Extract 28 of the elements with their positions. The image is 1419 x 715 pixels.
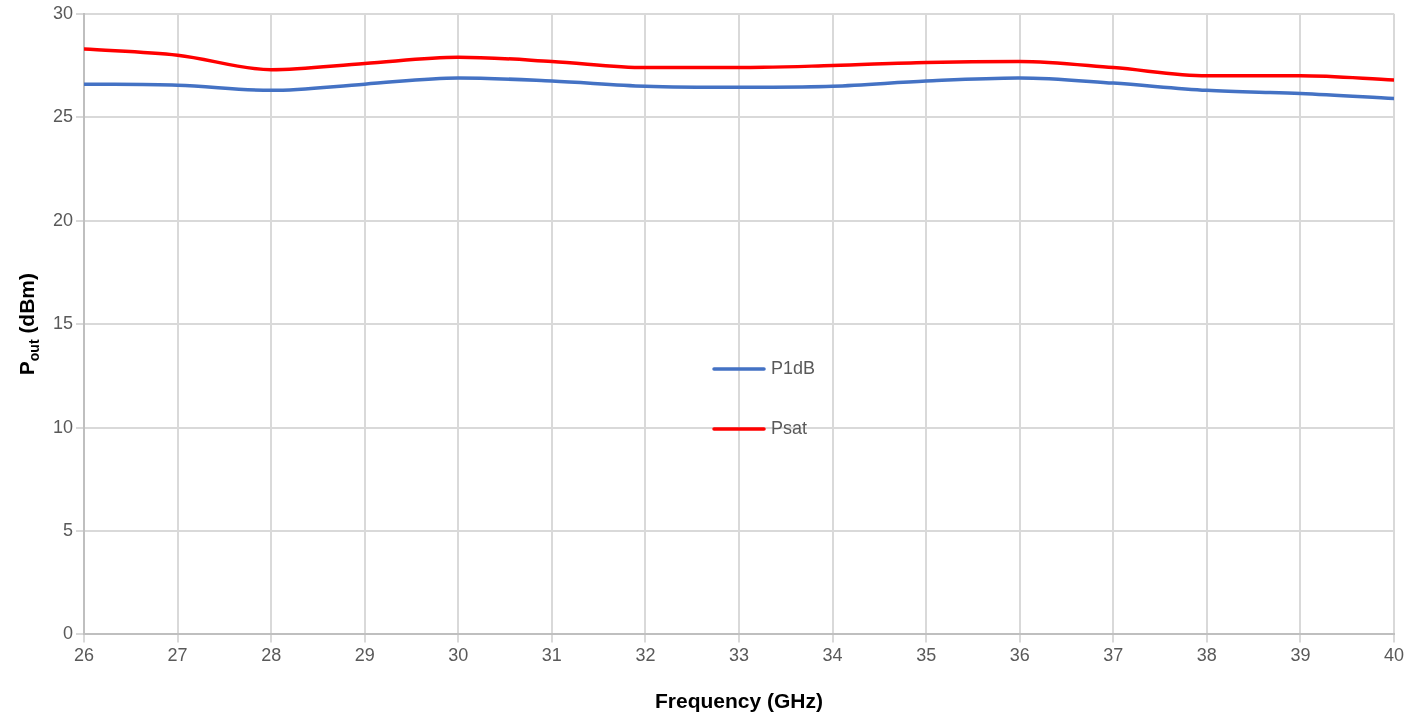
y-tick-label: 10 xyxy=(52,416,74,437)
x-axis-title: Frequency (GHz) xyxy=(655,689,824,712)
y-tick-label: 0 xyxy=(63,623,74,644)
line-series xyxy=(84,47,1394,82)
x-tick-label: 37 xyxy=(1103,645,1124,666)
x-tick-label: 27 xyxy=(167,645,188,666)
x-tick-label: 28 xyxy=(261,645,282,666)
x-tick-label: 33 xyxy=(729,645,750,666)
x-tick-label: 30 xyxy=(448,645,469,666)
x-tick-label: 35 xyxy=(916,645,937,666)
x-tick-label: 38 xyxy=(1196,645,1217,666)
legend-label: P1dB xyxy=(771,358,816,379)
y-tick-label: 30 xyxy=(52,2,74,23)
y-tick-label: 25 xyxy=(52,106,74,127)
x-tick-label: 26 xyxy=(74,645,95,666)
line-series xyxy=(84,76,1394,101)
x-tick-label: 40 xyxy=(1383,645,1405,666)
y-tick-label: 15 xyxy=(52,313,74,334)
legend-label: Psat xyxy=(771,418,808,439)
x-tick-label: 34 xyxy=(822,645,843,666)
x-tick-label: 39 xyxy=(1290,645,1311,666)
x-tick-label: 31 xyxy=(541,645,562,666)
y-tick-label: 5 xyxy=(63,519,74,540)
x-tick-label: 29 xyxy=(354,645,375,666)
x-tick-label: 36 xyxy=(1009,645,1030,666)
y-axis-title: Pout (dBm) xyxy=(15,272,42,376)
x-tick-label: 32 xyxy=(635,645,656,666)
y-tick-label: 20 xyxy=(52,209,74,230)
